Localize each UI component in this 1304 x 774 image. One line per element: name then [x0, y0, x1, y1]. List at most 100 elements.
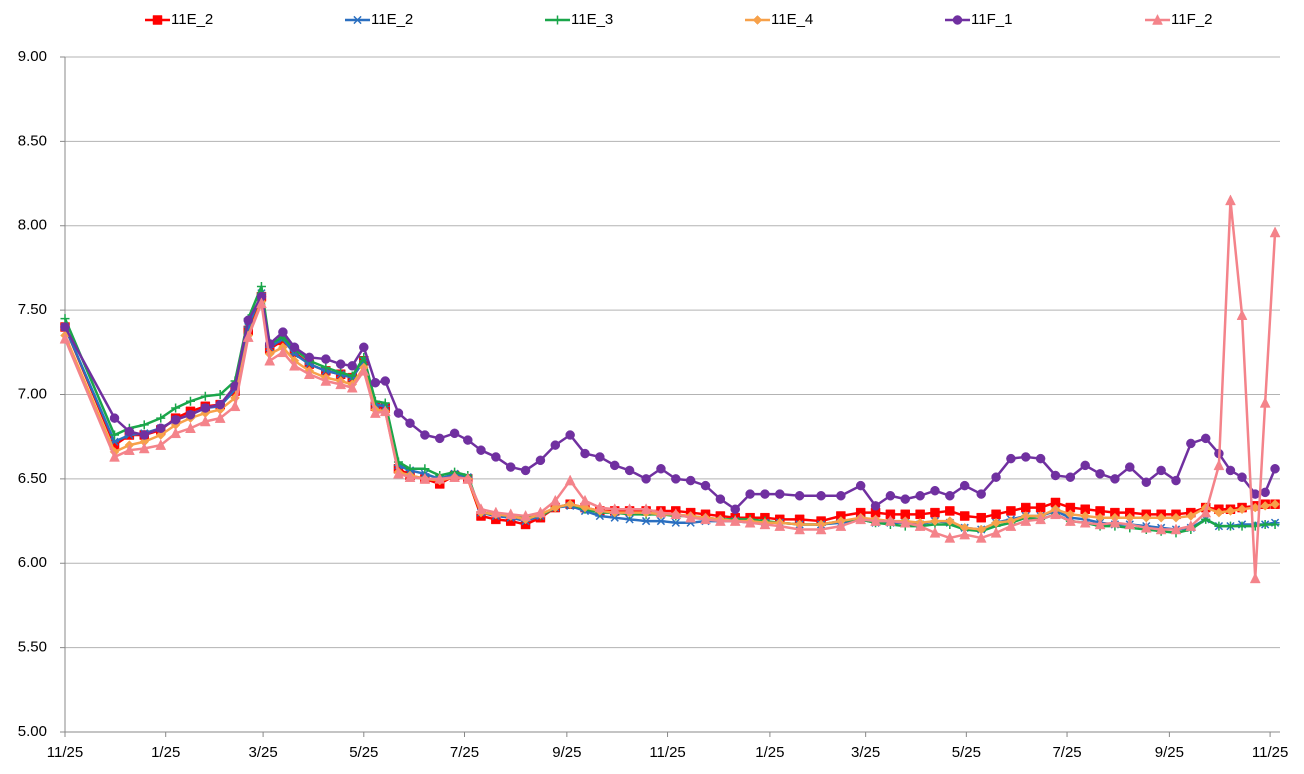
marker	[915, 491, 925, 501]
marker	[759, 518, 771, 530]
x-tick-label: 7/25	[450, 744, 479, 761]
marker	[405, 418, 415, 428]
marker	[170, 427, 182, 439]
y-tick-label: 7.00	[18, 385, 47, 402]
marker	[1185, 520, 1197, 531]
marker	[976, 489, 986, 499]
marker	[1156, 512, 1166, 523]
marker	[1236, 309, 1248, 320]
series-line	[63, 295, 1277, 511]
legend-label: 11E_3	[571, 11, 613, 28]
marker	[885, 509, 896, 520]
marker	[655, 506, 667, 518]
marker	[1140, 521, 1152, 533]
marker	[491, 452, 501, 462]
marker	[462, 472, 474, 484]
marker	[155, 423, 166, 433]
marker	[109, 413, 120, 423]
x-tick-label: 11/25	[47, 744, 83, 761]
marker	[109, 450, 120, 462]
marker	[289, 342, 300, 352]
series	[60, 296, 1280, 535]
marker	[774, 520, 786, 531]
y-tick-label: 9.00	[18, 48, 47, 65]
marker	[229, 400, 241, 412]
legend-marker	[952, 15, 963, 25]
marker	[870, 515, 881, 526]
marker	[505, 508, 517, 520]
marker	[744, 516, 756, 528]
marker	[730, 504, 740, 514]
marker	[609, 460, 620, 471]
marker	[110, 430, 120, 440]
marker	[505, 462, 516, 472]
x-tick-label: 3/25	[851, 744, 880, 761]
marker	[200, 403, 211, 413]
marker	[671, 474, 681, 484]
marker	[1214, 507, 1224, 518]
marker	[535, 455, 546, 466]
marker	[1225, 194, 1236, 206]
marker	[321, 354, 331, 364]
marker	[594, 501, 606, 513]
series-line	[63, 199, 1277, 580]
marker	[215, 390, 225, 399]
marker	[579, 494, 591, 506]
marker	[277, 346, 289, 358]
marker	[380, 376, 391, 386]
marker	[915, 509, 925, 520]
legend-marker	[152, 15, 163, 25]
marker	[449, 428, 460, 439]
marker	[1171, 475, 1181, 486]
marker	[1237, 472, 1247, 482]
marker	[490, 506, 502, 518]
marker	[914, 520, 926, 531]
marker	[991, 509, 1001, 520]
x-tick-label: 5/25	[952, 744, 981, 761]
y-tick-label: 5.00	[18, 723, 47, 740]
marker	[289, 359, 300, 371]
marker	[714, 515, 726, 526]
marker	[775, 489, 785, 499]
marker	[1021, 502, 1031, 513]
marker	[370, 377, 381, 388]
marker	[855, 480, 866, 491]
x-tick-label: 9/25	[1155, 744, 1184, 761]
x-tick-label: 7/25	[1052, 744, 1081, 761]
marker	[185, 396, 195, 406]
marker	[1214, 521, 1224, 531]
marker	[1270, 464, 1280, 474]
marker	[347, 371, 357, 381]
marker	[449, 471, 460, 482]
marker	[870, 501, 881, 511]
marker	[60, 322, 70, 332]
marker	[595, 452, 605, 462]
marker	[185, 422, 196, 433]
marker	[1249, 572, 1261, 584]
legend-marker	[1152, 13, 1163, 25]
marker	[256, 297, 267, 309]
marker	[1080, 460, 1090, 471]
marker	[214, 412, 226, 423]
marker	[1225, 506, 1236, 516]
marker	[476, 445, 486, 455]
marker	[347, 361, 357, 371]
marker	[1109, 516, 1121, 528]
marker	[359, 342, 369, 352]
series-line	[63, 292, 1276, 531]
marker	[640, 503, 652, 514]
marker	[520, 509, 531, 521]
marker	[215, 399, 225, 410]
marker	[641, 516, 651, 526]
marker	[610, 513, 620, 522]
marker	[138, 442, 150, 454]
x-tick-label: 5/25	[349, 744, 378, 761]
x-tick-label: 11/25	[1252, 744, 1288, 761]
marker	[565, 430, 575, 440]
marker	[1260, 519, 1270, 529]
marker	[1270, 499, 1280, 510]
marker	[1200, 433, 1211, 444]
series	[60, 289, 1280, 534]
marker	[991, 472, 1001, 482]
marker	[1064, 515, 1076, 526]
